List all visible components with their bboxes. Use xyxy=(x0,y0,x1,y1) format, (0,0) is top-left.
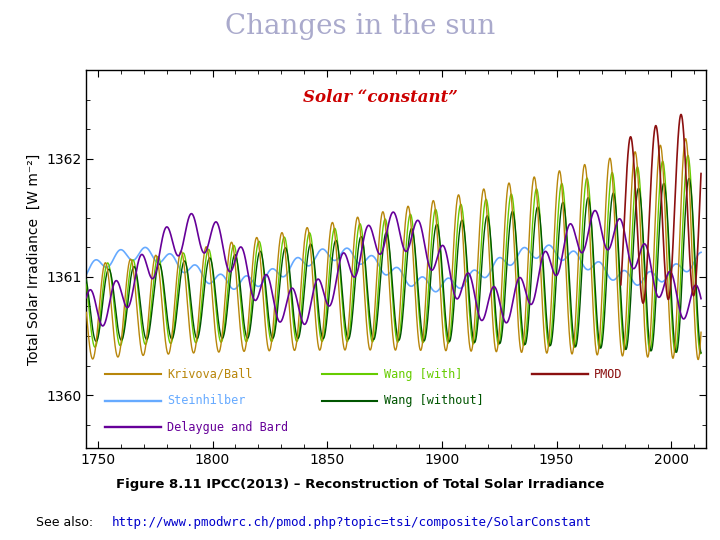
Text: Wang [with]: Wang [with] xyxy=(384,368,462,381)
Text: Delaygue and Bard: Delaygue and Bard xyxy=(167,421,288,434)
Text: http://www.pmodwrc.ch/pmod.php?topic=tsi/composite/SolarConstant: http://www.pmodwrc.ch/pmod.php?topic=tsi… xyxy=(112,516,592,529)
Text: See also:: See also: xyxy=(36,516,97,529)
Text: Solar “constant”: Solar “constant” xyxy=(303,89,458,106)
Text: Steinhilber: Steinhilber xyxy=(167,394,246,408)
Text: Figure 8.11 IPCC(2013) – Reconstruction of Total Solar Irradiance: Figure 8.11 IPCC(2013) – Reconstruction … xyxy=(116,478,604,491)
Text: Wang [without]: Wang [without] xyxy=(384,394,483,408)
Text: Changes in the sun: Changes in the sun xyxy=(225,14,495,40)
Text: Krivova/Ball: Krivova/Ball xyxy=(167,368,253,381)
Y-axis label: Total Solar Irradiance  [W m⁻²]: Total Solar Irradiance [W m⁻²] xyxy=(27,153,40,365)
Text: PMOD: PMOD xyxy=(594,368,623,381)
